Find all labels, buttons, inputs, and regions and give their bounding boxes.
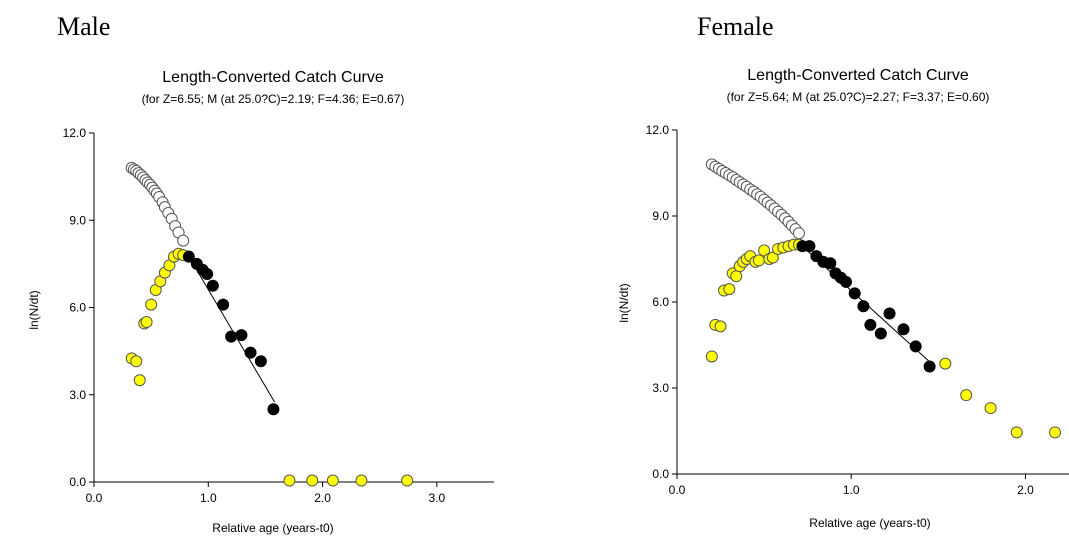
male-point-not-used — [326, 474, 339, 487]
female-point-used-in-regression — [864, 318, 877, 331]
male-y-tick-label: 9.0 — [69, 213, 86, 227]
female-point-not-used — [766, 251, 779, 264]
male-point-not-used — [355, 474, 368, 487]
female-point-not-used — [1049, 426, 1062, 439]
female-point-not-used — [960, 389, 973, 402]
male-regression-line — [184, 250, 276, 403]
male-x-tick-label: 3.0 — [429, 491, 446, 505]
female-point-not-used — [705, 350, 718, 363]
female-point-used-in-regression — [883, 307, 896, 320]
female-point-not-used — [752, 254, 765, 267]
male-point-used-in-regression — [217, 298, 230, 311]
female-x-tick-label: 1.0 — [843, 483, 860, 497]
male-panel-label: Male — [57, 12, 111, 41]
male-y-tick-label: 6.0 — [69, 301, 86, 315]
female-y-tick-label: 12.0 — [646, 123, 670, 137]
female-point-not-used — [714, 320, 727, 333]
female-point-extrapolated — [792, 227, 805, 240]
male-y-tick-label: 0.0 — [69, 475, 86, 489]
male-point-not-used — [140, 316, 153, 329]
female-point-not-used — [758, 244, 771, 257]
male-y-tick-label: 3.0 — [69, 388, 86, 402]
female-y-axis-label: ln(N/dt) — [617, 283, 631, 322]
female-point-used-in-regression — [857, 300, 870, 313]
male-point-used-in-regression — [235, 329, 248, 342]
female-y-tick-label: 3.0 — [652, 381, 669, 395]
female-y-tick-label: 0.0 — [652, 467, 669, 481]
female-point-not-used — [984, 402, 997, 415]
female-y-tick-label: 9.0 — [652, 209, 669, 223]
female-x-axis-label: Relative age (years-t0) — [809, 516, 930, 530]
female-point-not-used — [723, 283, 736, 296]
male-x-tick-label: 0.0 — [86, 491, 103, 505]
female-chart-subtitle: (for Z=5.64; M (at 25.0?C)=2.27; F=3.37;… — [727, 90, 990, 104]
female-point-not-used — [1010, 426, 1023, 439]
male-point-used-in-regression — [267, 403, 280, 416]
male-point-not-used — [145, 298, 158, 311]
female-point-used-in-regression — [874, 327, 887, 340]
male-point-used-in-regression — [206, 279, 219, 292]
male-point-not-used — [283, 474, 296, 487]
female-point-used-in-regression — [909, 340, 922, 353]
female-point-used-in-regression — [897, 323, 910, 336]
female-y-tick-label: 6.0 — [652, 295, 669, 309]
male-y-axis-label: ln(N/dt) — [27, 290, 41, 329]
female-point-used-in-regression — [839, 275, 852, 288]
female-point-used-in-regression — [923, 360, 936, 373]
female-point-used-in-regression — [824, 257, 837, 270]
male-point-not-used — [306, 474, 319, 487]
male-point-not-used — [401, 474, 414, 487]
female-x-tick-label: 2.0 — [1017, 483, 1034, 497]
male-point-used-in-regression — [225, 330, 238, 343]
male-point-used-in-regression — [254, 355, 267, 368]
female-panel-label: Female — [697, 12, 774, 41]
male-point-used-in-regression — [182, 250, 195, 263]
female-catch-curve-chart: Length-Converted Catch Curve (for Z=5.64… — [617, 67, 1069, 530]
male-chart-subtitle: (for Z=6.55; M (at 25.0?C)=2.19; F=4.36;… — [142, 92, 405, 106]
female-point-used-in-regression — [803, 240, 816, 253]
male-point-used-in-regression — [201, 268, 214, 281]
male-point-extrapolated — [177, 234, 190, 247]
male-point-not-used — [133, 374, 146, 387]
female-chart-title: Length-Converted Catch Curve — [747, 67, 969, 84]
male-y-tick-label: 12.0 — [63, 126, 87, 140]
male-x-tick-label: 1.0 — [200, 491, 217, 505]
female-point-not-used — [730, 270, 743, 283]
female-point-not-used — [939, 357, 952, 370]
female-point-used-in-regression — [848, 287, 861, 300]
male-catch-curve-chart: Length-Converted Catch Curve (for Z=6.55… — [27, 69, 494, 535]
male-x-tick-label: 2.0 — [314, 491, 331, 505]
male-point-not-used — [130, 355, 143, 368]
male-point-used-in-regression — [244, 346, 257, 359]
male-chart-title: Length-Converted Catch Curve — [162, 69, 384, 86]
male-x-axis-label: Relative age (years-t0) — [212, 521, 333, 535]
female-x-tick-label: 0.0 — [669, 483, 686, 497]
